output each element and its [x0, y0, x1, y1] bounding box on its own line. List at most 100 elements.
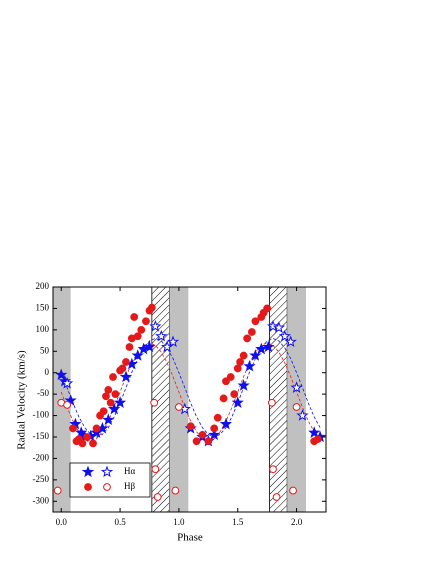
circle	[251, 317, 260, 326]
axes: -300 -250 -200 -150 -100 -50 0 50 100 150 200 0.0 0.…	[33, 281, 326, 527]
circle	[243, 334, 252, 343]
star	[113, 396, 127, 408]
circle	[78, 439, 87, 448]
plot	[53, 303, 326, 501]
star	[108, 402, 121, 415]
y-tick-label: -150	[33, 431, 50, 441]
y-tick-label: -250	[33, 474, 50, 484]
open-circle	[175, 403, 183, 411]
star	[255, 342, 268, 355]
circle	[147, 303, 156, 312]
y-axis-label: Radial Velocity (km/s)	[16, 350, 28, 450]
open-star	[166, 335, 180, 348]
circle	[137, 325, 146, 334]
open-circle	[150, 398, 159, 407]
circle	[210, 424, 219, 433]
x-tick-label: 1.0	[173, 517, 185, 527]
circle	[109, 373, 117, 381]
circle	[122, 358, 130, 366]
star	[237, 379, 250, 391]
shaded-region	[287, 287, 306, 512]
star	[64, 394, 77, 406]
fit-line	[60, 342, 321, 442]
open-circle	[292, 403, 301, 411]
circle	[133, 332, 142, 341]
circle	[142, 317, 150, 326]
circle	[102, 392, 110, 401]
y-tick-label: -300	[33, 495, 50, 505]
plot-frame	[52, 286, 327, 513]
star	[308, 426, 321, 438]
circle	[226, 373, 235, 381]
open-star	[296, 409, 309, 421]
y-tick-label: 50	[40, 345, 50, 355]
x-tick-label: 1.5	[232, 517, 244, 527]
circle	[89, 439, 97, 448]
legend: Hα Hβ	[69, 462, 151, 498]
open-circle	[151, 465, 160, 474]
star	[231, 396, 244, 408]
circle	[130, 313, 139, 321]
circle	[198, 430, 207, 439]
star	[102, 413, 115, 426]
circle	[186, 422, 195, 431]
circle	[104, 385, 113, 394]
circle	[313, 435, 322, 444]
y-tick-label: 100	[36, 324, 50, 334]
y-tick-label: -200	[33, 452, 50, 462]
star	[55, 368, 68, 381]
circle	[239, 351, 248, 360]
open-star	[284, 335, 297, 348]
star	[131, 349, 144, 361]
circle	[213, 413, 222, 422]
x-tick-label: 2.0	[291, 517, 303, 527]
x-tick-label: 0.0	[56, 517, 68, 527]
open-circle	[289, 486, 297, 495]
y-tick-label: -100	[33, 410, 50, 420]
circle	[106, 398, 115, 407]
legend-label: Hβ	[124, 481, 135, 491]
circle	[92, 424, 101, 433]
open-circle	[153, 493, 162, 501]
legend-box	[69, 462, 151, 498]
open-circle	[53, 486, 62, 495]
legend-label: Hα	[124, 466, 135, 476]
open-circle	[63, 400, 72, 409]
circle	[99, 407, 108, 416]
y-tick-label: 200	[36, 281, 50, 291]
open-star	[266, 319, 280, 332]
star	[81, 465, 95, 478]
circle	[111, 390, 120, 399]
open-star	[149, 319, 162, 332]
circle	[247, 328, 256, 336]
circle	[233, 364, 242, 373]
open-star	[100, 465, 114, 478]
x-tick-label: 0.5	[114, 517, 126, 527]
circle	[263, 304, 272, 313]
circle	[84, 483, 92, 491]
open-circle	[272, 493, 281, 501]
star	[143, 340, 156, 353]
star	[262, 340, 275, 353]
open-star	[272, 321, 286, 333]
x-axis-label: Phase	[177, 532, 203, 544]
circle	[118, 364, 127, 373]
y-tick-label: -50	[37, 388, 49, 398]
circle	[230, 390, 239, 399]
open-circle	[171, 486, 180, 495]
circle	[219, 394, 228, 403]
circle	[69, 424, 77, 433]
star	[243, 359, 256, 372]
star	[219, 417, 233, 430]
open-circle	[269, 465, 277, 474]
circle	[204, 437, 213, 446]
circle	[83, 433, 92, 441]
open-circle	[267, 398, 276, 407]
y-tick-label: 0	[45, 367, 50, 377]
star	[119, 370, 133, 383]
circle	[192, 437, 201, 446]
open-star	[290, 381, 303, 393]
open-star	[61, 376, 74, 389]
circle	[222, 377, 230, 386]
